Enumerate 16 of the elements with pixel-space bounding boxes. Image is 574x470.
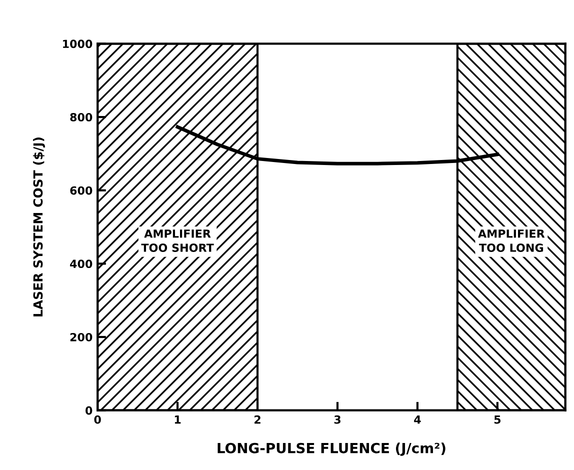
band-label: AMPLIFIER TOO SHORT	[141, 230, 214, 252]
x-tick-label: 4	[414, 416, 421, 424]
band-label: AMPLIFIER TOO LONG	[478, 230, 545, 252]
y-tick-label: 600	[70, 186, 92, 195]
y-tick-label: 400	[70, 260, 92, 268]
y-axis-title: LASER SYSTEM COST ($/J)	[33, 138, 46, 316]
x-tick-label: 0	[94, 415, 101, 424]
x-axis-title: LONG-PULSE FLUENCE (J/cm²)	[218, 442, 446, 456]
x-tick-label: 1	[174, 416, 181, 424]
y-tick-label: 200	[70, 332, 92, 342]
y-tick-label: 0	[86, 406, 92, 415]
x-tick-label: 3	[334, 415, 340, 424]
x-tick-label: 2	[254, 415, 260, 424]
x-tick-label: 5	[494, 416, 501, 424]
y-tick-label: 1000	[63, 40, 92, 48]
y-tick-label: 800	[70, 113, 92, 122]
